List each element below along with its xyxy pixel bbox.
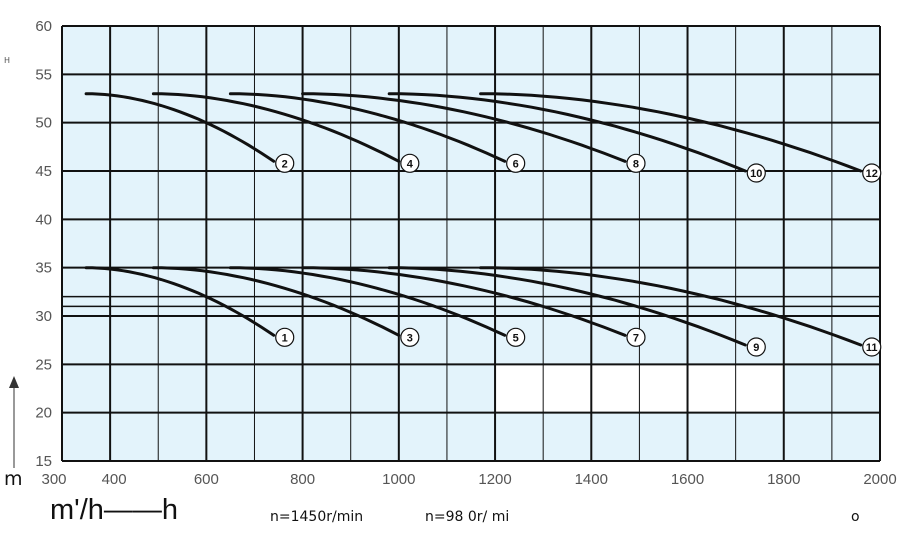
curve-marker-10: [746, 163, 766, 183]
curve-1: [84, 266, 276, 337]
curve-label-5: 5: [513, 332, 519, 344]
curve-label-3: 3: [407, 332, 413, 344]
curve-marker-5: [506, 327, 526, 347]
y-tick-label: 40: [35, 211, 52, 228]
curve-marker-8: [626, 153, 646, 173]
up-arrow-icon: [9, 376, 19, 468]
curve-marker-7: [626, 327, 646, 347]
curve-11: [479, 266, 863, 347]
curve-label-2: 2: [282, 158, 288, 170]
y-tick-label: 25: [35, 356, 52, 373]
y-tick-label: 35: [35, 260, 52, 277]
curve-8: [301, 92, 627, 163]
curve-3: [151, 266, 401, 337]
x-tick-label: 1800: [767, 471, 800, 488]
x-tick-label: 300: [41, 471, 66, 488]
curve-label-12: 12: [866, 168, 878, 180]
curve-marker-1: [275, 327, 295, 347]
y-tick-label: 30: [35, 308, 52, 325]
curve-4: [151, 92, 401, 163]
y-axis-label-h: H: [4, 56, 11, 65]
curve-marker-11: [862, 337, 882, 357]
x-tick-label: 1400: [575, 471, 608, 488]
curve-marker-3: [400, 327, 420, 347]
curve-2: [84, 92, 276, 163]
curve-label-9: 9: [753, 342, 759, 354]
x-tick-label: 800: [290, 471, 315, 488]
y-tick-label: 60: [35, 18, 52, 35]
corner-mark: o: [851, 509, 860, 525]
curve-marker-9: [746, 337, 766, 357]
x-tick-label: 1600: [671, 471, 704, 488]
curve-label-4: 4: [407, 158, 414, 170]
curve-10: [387, 92, 747, 173]
curve-marker-4: [400, 153, 420, 173]
y-tick-label: 20: [35, 405, 52, 422]
speed-note-1450: n=1450r/min: [270, 509, 364, 525]
curve-marker-12: [862, 163, 882, 183]
curve-label-11: 11: [866, 342, 878, 354]
y-tick-label: 45: [35, 163, 52, 180]
x-tick-label: 1200: [478, 471, 511, 488]
x-tick-label: 2000: [863, 471, 896, 488]
curve-12: [479, 92, 863, 173]
curve-5: [228, 266, 507, 337]
curve-label-7: 7: [633, 332, 639, 344]
y-tick-label: 55: [35, 66, 52, 83]
curve-label-1: 1: [282, 332, 288, 344]
curve-9: [387, 266, 747, 347]
x-axis-label: m'/h——h: [50, 494, 179, 526]
y-tick-label: 50: [35, 115, 52, 132]
speed-note-980: n=98 0r/ mi: [425, 509, 510, 525]
curve-label-8: 8: [633, 158, 639, 170]
x-tick-label: 1000: [382, 471, 415, 488]
y-axis-unit-m: m: [4, 468, 23, 490]
x-tick-label: 600: [194, 471, 219, 488]
curve-marker-2: [275, 153, 295, 173]
curve-marker-6: [506, 153, 526, 173]
curve-7: [301, 266, 627, 337]
x-tick-label: 400: [102, 471, 127, 488]
curve-label-6: 6: [513, 158, 519, 170]
curve-label-10: 10: [750, 168, 762, 180]
curve-6: [228, 92, 507, 163]
y-tick-label: 15: [35, 453, 52, 470]
